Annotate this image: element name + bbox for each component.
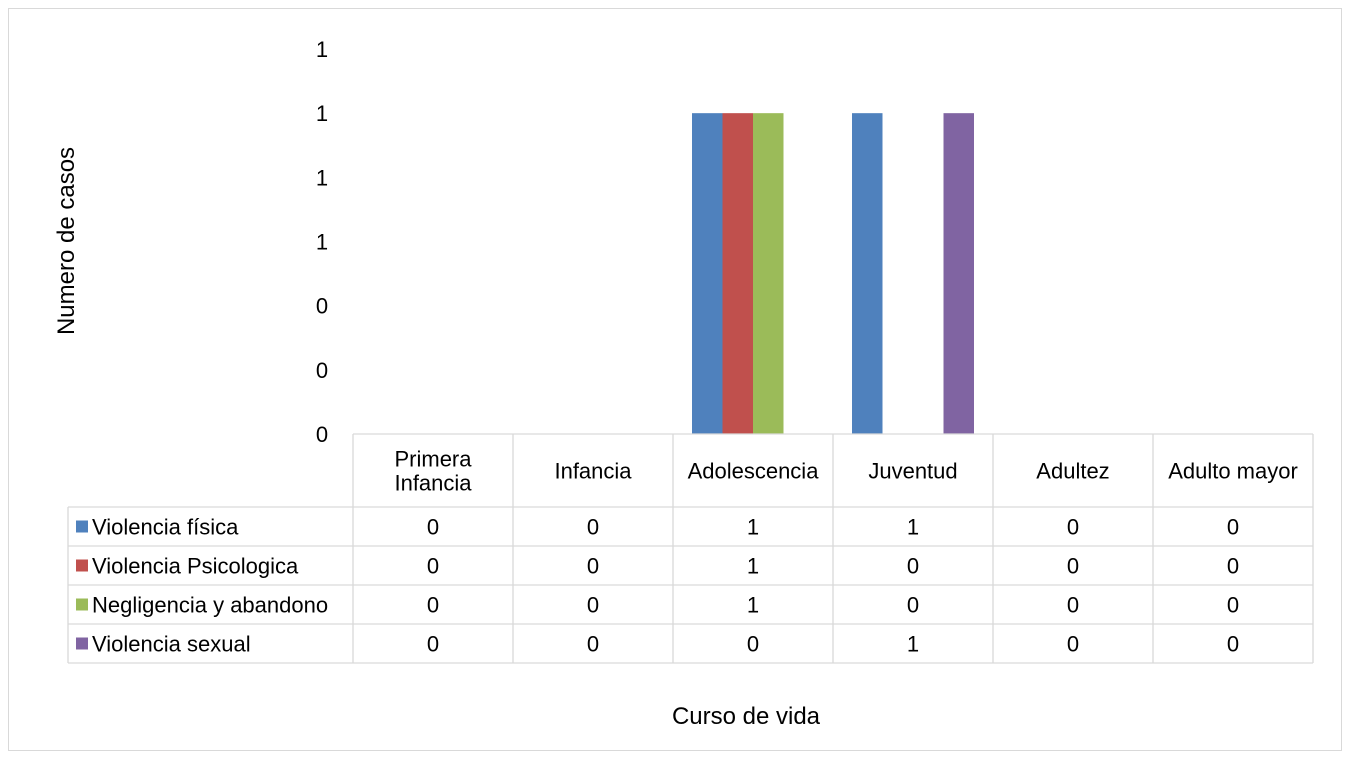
table-value: 0 [587, 515, 599, 540]
series-name: Violencia física [92, 515, 239, 540]
table-value: 1 [907, 515, 919, 540]
table-value: 0 [587, 593, 599, 618]
table-value: 0 [427, 554, 439, 579]
y-axis-title: Numero de casos [53, 147, 80, 335]
legend-key [76, 559, 88, 572]
y-tick-label: 0 [316, 422, 328, 447]
bar [943, 113, 974, 435]
table-value: 0 [1067, 593, 1079, 618]
y-tick-label: 1 [316, 230, 328, 255]
table-value: 1 [747, 554, 759, 579]
y-tick-label: 1 [316, 37, 328, 62]
table-value: 0 [747, 632, 759, 657]
y-tick-label: 1 [316, 165, 328, 190]
table-value: 0 [587, 632, 599, 657]
bar [722, 113, 753, 435]
category-label: Adolescencia [688, 459, 820, 484]
category-label: Primera [394, 447, 472, 472]
table-value: 0 [1227, 515, 1239, 540]
table-value: 0 [1067, 632, 1079, 657]
legend-key [76, 637, 88, 650]
category-label: Adulto mayor [1168, 459, 1298, 484]
category-label: Infancia [394, 471, 472, 496]
table-value: 0 [427, 632, 439, 657]
table-value: 0 [1227, 593, 1239, 618]
table-value: 0 [1227, 632, 1239, 657]
bar [692, 113, 723, 435]
series-name: Negligencia y abandono [92, 593, 328, 618]
bars-group [692, 113, 974, 435]
table-value: 0 [427, 515, 439, 540]
bar [852, 113, 883, 435]
table-value: 1 [747, 515, 759, 540]
x-axis-title: Curso de vida [672, 703, 821, 730]
bar [753, 113, 784, 435]
legend-key [76, 598, 88, 611]
table-value: 0 [1067, 515, 1079, 540]
table-value: 1 [747, 593, 759, 618]
table-value: 0 [1067, 554, 1079, 579]
y-tick-labels: 0 0 0 1 1 1 1 [316, 37, 328, 447]
series-name: Violencia Psicologica [92, 554, 299, 579]
series-name: Violencia sexual [92, 632, 251, 657]
table-value: 0 [1227, 554, 1239, 579]
legend-key [76, 520, 88, 533]
table-value: 0 [427, 593, 439, 618]
y-tick-label: 0 [316, 294, 328, 319]
table-value: 0 [587, 554, 599, 579]
category-label: Infancia [554, 459, 632, 484]
table-value: 0 [907, 554, 919, 579]
y-tick-label: 0 [316, 358, 328, 383]
table-value: 0 [907, 593, 919, 618]
y-tick-label: 1 [316, 101, 328, 126]
category-label: Adultez [1036, 459, 1109, 484]
category-label: Juventud [868, 459, 957, 484]
table-value: 1 [907, 632, 919, 657]
